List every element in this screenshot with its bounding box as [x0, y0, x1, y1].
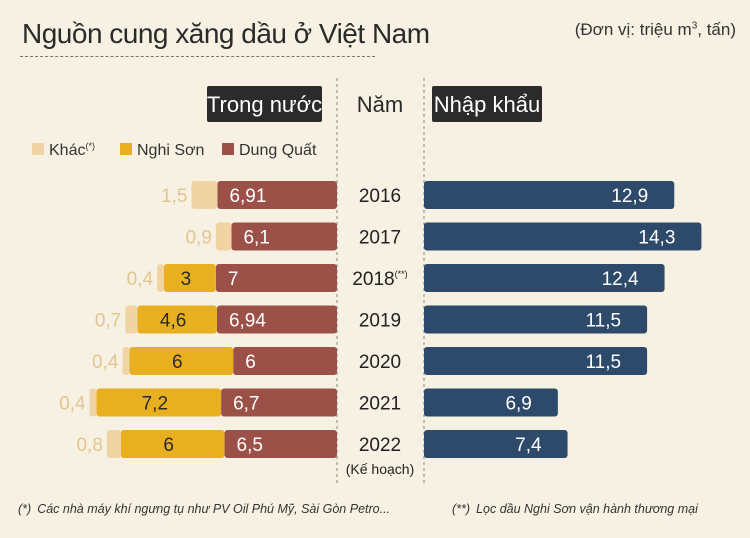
chart-title: Nguồn cung xăng dầu ở Việt Nam	[22, 18, 430, 49]
footnote-others: (*) Các nhà máy khí ngưng tụ như PV Oil P…	[18, 502, 390, 516]
label-import-2022: 7,4	[515, 435, 542, 456]
bar-dungquat-2021	[221, 388, 337, 417]
label-khac-2018: 0,4	[127, 269, 154, 290]
footnote-nghison-text: Lọc dầu Nghi Sơn vận hành thương mại	[476, 502, 698, 516]
legend-swatch-1	[120, 143, 132, 155]
bar-import-2018	[424, 264, 665, 292]
bar-nghison-2021	[96, 388, 222, 417]
unit-suffix: , tấn)	[697, 20, 736, 39]
bar-khac-2020	[122, 347, 130, 375]
label-nghison-2018: 3	[181, 269, 192, 290]
title-underline	[20, 56, 375, 57]
year-label-2020: 2020	[359, 352, 401, 373]
bar-import-2022	[424, 430, 568, 458]
unit-label: (Đơn vị: triệu m3, tấn)	[575, 20, 736, 40]
bar-dungquat-2019	[216, 305, 337, 334]
label-dungquat-2021: 6,7	[233, 394, 259, 415]
year-column-header: Năm	[357, 92, 403, 117]
unit-superscript: 3	[691, 20, 698, 32]
label-dungquat-2017: 6,1	[243, 228, 269, 249]
bar-nghison-2022	[120, 430, 225, 458]
year-label-2019: 2019	[359, 311, 401, 332]
legend-label-0: Khác(*)	[49, 141, 95, 159]
year-label-2022: 2022	[359, 435, 401, 456]
bar-nghison-2018	[164, 264, 216, 292]
year-label-2021: 2021	[359, 394, 401, 415]
legend-swatch-2	[222, 143, 234, 155]
label-import-2020: 11,5	[586, 352, 622, 373]
label-dungquat-2016: 6,91	[229, 186, 266, 207]
bar-import-2017	[424, 222, 702, 251]
bar-khac-2019	[125, 305, 138, 334]
label-import-2018: 12,4	[602, 269, 639, 290]
bar-import-2016	[424, 181, 675, 209]
label-dungquat-2019: 6,94	[229, 311, 266, 332]
label-dungquat-2018: 7	[228, 269, 239, 290]
label-khac-2020: 0,4	[92, 352, 119, 373]
bar-dungquat-2022	[224, 430, 337, 458]
label-dungquat-2022: 6,5	[237, 435, 263, 456]
label-dungquat-2020: 6	[245, 352, 256, 373]
year-sublabel-2022: (Kế hoạch)	[346, 461, 414, 477]
label-khac-2019: 0,7	[95, 311, 121, 332]
year-label-2018: 2018(**)	[352, 269, 407, 290]
bar-dungquat-2016	[217, 181, 337, 209]
label-nghison-2019: 4,6	[160, 311, 186, 332]
legend-label-1: Nghi Sơn	[137, 142, 204, 159]
bar-khac-2016	[191, 181, 218, 209]
bar-khac-2017	[215, 222, 232, 251]
label-import-2019: 11,5	[586, 311, 622, 332]
bar-khac-2018	[157, 264, 164, 292]
bar-dungquat-2018	[215, 264, 337, 292]
label-nghison-2021: 7,2	[142, 394, 168, 415]
bar-dungquat-2017	[231, 222, 337, 251]
unit-prefix: (Đơn vị: triệu m	[574, 20, 692, 39]
right-panel-header-bg	[432, 86, 542, 122]
footnote-nghison: (**) Lọc dầu Nghi Sơn vận hành thương mại	[452, 502, 698, 516]
label-khac-2017: 0,9	[185, 228, 211, 249]
bar-import-2021	[424, 388, 558, 417]
year-label-2016: 2016	[359, 186, 401, 207]
footnote-others-mark: (*)	[18, 502, 32, 516]
bar-khac-2022	[106, 430, 121, 458]
bar-import-2019	[424, 305, 648, 334]
bar-khac-2021	[89, 388, 97, 417]
label-khac-2022: 0,8	[76, 435, 102, 456]
bar-nghison-2019	[137, 305, 217, 334]
footnote-others-text: Các nhà máy khí ngưng tụ như PV Oil Phú …	[37, 502, 391, 516]
left-panel-header-bg	[207, 86, 322, 122]
year-label-2017: 2017	[359, 228, 401, 249]
footnote-nghison-mark: (**)	[452, 502, 471, 516]
label-import-2017: 14,3	[638, 228, 675, 249]
bar-import-2020	[424, 347, 648, 375]
legend-swatch-0	[32, 143, 44, 155]
label-nghison-2022: 6	[163, 435, 174, 456]
label-nghison-2020: 6	[172, 352, 183, 373]
bar-dungquat-2020	[233, 347, 337, 375]
label-khac-2021: 0,4	[59, 394, 86, 415]
right-panel-header: Nhập khẩu	[434, 92, 540, 117]
left-panel-header: Trong nước	[207, 92, 322, 117]
label-import-2016: 12,9	[611, 186, 648, 207]
label-khac-2016: 1,5	[161, 186, 187, 207]
bar-nghison-2020	[129, 347, 234, 375]
legend-mark-0: (*)	[85, 141, 95, 151]
year-mark-2018: (**)	[395, 269, 408, 279]
legend-label-2: Dung Quất	[239, 142, 317, 159]
label-import-2021: 6,9	[505, 394, 531, 415]
